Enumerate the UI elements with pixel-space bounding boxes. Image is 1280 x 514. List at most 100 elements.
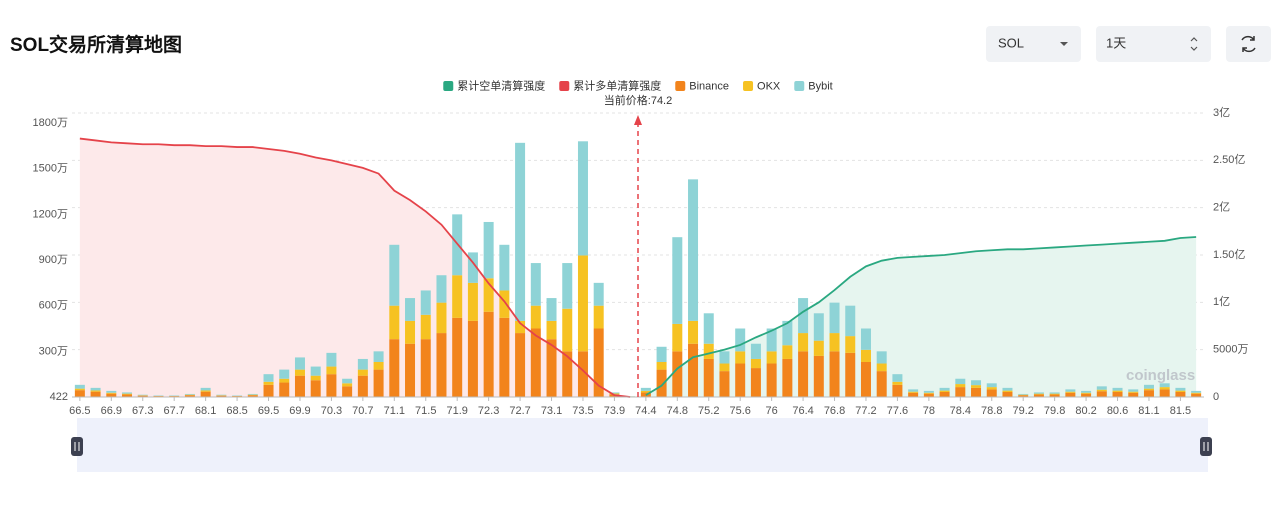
bar-segment <box>908 392 919 397</box>
bar-segment <box>342 386 353 397</box>
select-value[interactable]: 1天 <box>1106 35 1126 50</box>
bar-segment <box>310 375 321 381</box>
select-value[interactable]: SOL <box>998 35 1024 50</box>
bar-segment <box>90 391 101 397</box>
y-tick-label: 900万 <box>39 254 68 266</box>
bar-segment <box>703 343 714 359</box>
bar-segment <box>1049 392 1060 394</box>
legend-marker <box>675 81 686 91</box>
bar-segment <box>263 374 274 382</box>
bar-segment <box>1033 392 1044 394</box>
x-tick-label: 77.2 <box>855 405 876 417</box>
bar-segment <box>593 328 604 397</box>
bar-segment <box>357 369 368 376</box>
y-tick-label: 1500万 <box>33 163 68 175</box>
legend-label: 累计多单清算强度 <box>573 78 661 92</box>
caret <box>1060 42 1068 46</box>
bar-segment <box>1002 391 1013 397</box>
bar-segment <box>986 387 997 390</box>
slider-track[interactable] <box>77 418 1208 472</box>
bar-segment <box>829 302 840 334</box>
bar-segment <box>294 375 305 397</box>
bar-segment <box>216 395 227 397</box>
legend-item[interactable]: OKX <box>743 80 781 92</box>
bar-segment <box>499 317 510 397</box>
legend-item[interactable]: Bybit <box>794 80 833 92</box>
bar-segment <box>609 392 620 394</box>
bar-segment <box>530 328 541 397</box>
bar-segment <box>546 339 557 397</box>
bar-segment <box>750 368 761 397</box>
symbol-select[interactable]: SOL <box>986 26 1081 62</box>
select-box[interactable] <box>986 26 1081 62</box>
bar-segment <box>1065 389 1076 392</box>
bar-segment <box>609 393 620 395</box>
bar-segment <box>483 221 494 279</box>
select-box[interactable] <box>1096 26 1211 62</box>
x-tick-label: 78.8 <box>981 405 1002 417</box>
y2-tick-label: 2.50亿 <box>1213 153 1245 166</box>
x-tick-label: 73.5 <box>572 405 593 417</box>
bar-segment <box>373 369 384 397</box>
bar-segment <box>939 387 950 391</box>
range-slider[interactable] <box>71 418 1212 472</box>
bar-segment <box>530 305 541 329</box>
bar-segment <box>137 394 148 396</box>
updown-icon <box>1190 37 1198 51</box>
bar-segment <box>483 278 494 312</box>
x-tick-label: 78 <box>923 405 935 417</box>
legend-item[interactable]: 累计空单清算强度 <box>443 78 545 92</box>
x-tick-label: 81.1 <box>1138 405 1159 417</box>
slider-handle[interactable] <box>71 437 83 456</box>
bar-segment <box>357 375 368 397</box>
bar-segment <box>342 383 353 387</box>
bar-segment <box>1081 392 1092 394</box>
x-tick-label: 79.8 <box>1044 405 1065 417</box>
bar-segment <box>294 357 305 370</box>
bar-segment <box>1175 391 1186 397</box>
bar-segment <box>326 352 337 367</box>
bar-segment <box>640 390 651 393</box>
bar-segment <box>1002 390 1013 392</box>
refresh-button[interactable] <box>1226 26 1271 62</box>
bar-segment <box>986 389 997 397</box>
bar-segment <box>656 346 667 362</box>
bar-segment <box>546 320 557 340</box>
interval-select[interactable]: 1天 <box>1096 26 1211 62</box>
y-tick-label: 600万 <box>39 300 68 312</box>
x-tick-label: 74.4 <box>635 405 656 417</box>
bar-segment <box>1096 391 1107 397</box>
annotation: 当前价格:74.2 <box>604 93 672 107</box>
bar-segment <box>688 179 699 321</box>
bar-segment <box>1002 387 1013 391</box>
bar-segment <box>782 320 793 346</box>
bar-segment <box>405 343 416 397</box>
x-tick-label: 70.3 <box>321 405 342 417</box>
x-tick-label: 66.9 <box>101 405 122 417</box>
button-box[interactable] <box>1226 26 1271 62</box>
bar-segment <box>436 333 447 397</box>
bar-segment <box>577 255 588 352</box>
bar-segment <box>515 333 526 397</box>
bar-segment <box>1143 388 1154 391</box>
bar-segment <box>782 358 793 397</box>
bar-segment <box>1128 391 1139 393</box>
bar-segment <box>1128 389 1139 392</box>
legend-item[interactable]: Binance <box>675 80 729 92</box>
x-tick-label: 67.7 <box>163 405 184 417</box>
bar-segment <box>1175 390 1186 392</box>
bar-segment <box>499 290 510 318</box>
slider-handle[interactable] <box>1200 437 1212 456</box>
bar-segment <box>955 387 966 397</box>
bar-segment <box>750 358 761 369</box>
legend-item[interactable]: 累计多单清算强度 <box>559 78 661 92</box>
x-tick-label: 81.5 <box>1170 405 1191 417</box>
x-tick-label: 80.2 <box>1075 405 1096 417</box>
y2-tick-label: 0 <box>1213 391 1219 403</box>
y-tick-label: 300万 <box>39 345 68 357</box>
bar-segment <box>1018 393 1029 395</box>
bar-segment <box>279 369 290 379</box>
bar-segment <box>766 328 777 352</box>
